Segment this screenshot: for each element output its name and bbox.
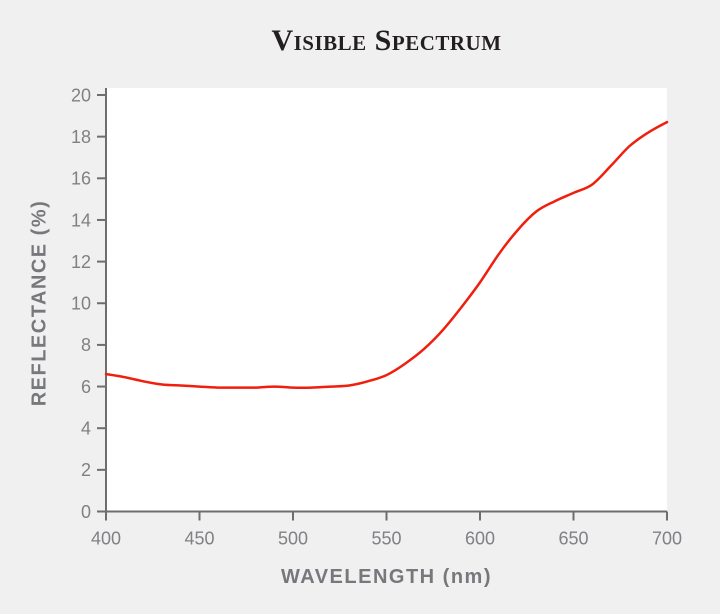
x-axis-title: WAVELENGTH (nm) bbox=[280, 566, 492, 588]
y-tick-label: 6 bbox=[81, 377, 91, 397]
y-tick-label: 20 bbox=[71, 85, 91, 105]
x-tick-label: 400 bbox=[91, 529, 121, 549]
y-tick-label: 16 bbox=[71, 169, 91, 189]
reflectance-curve bbox=[104, 120, 669, 389]
plot-area bbox=[106, 88, 667, 512]
y-axis-title: REFLECTANCE (%) bbox=[28, 199, 51, 407]
x-tick-label: 550 bbox=[371, 529, 401, 549]
y-tick-label: 8 bbox=[81, 335, 91, 355]
x-tick-label: 500 bbox=[278, 529, 308, 549]
x-tick-label: 450 bbox=[184, 529, 214, 549]
y-tick-label: 12 bbox=[71, 252, 91, 272]
x-tick-label: 600 bbox=[465, 529, 495, 549]
x-tick-label: 700 bbox=[652, 529, 682, 549]
y-tick-label: 18 bbox=[71, 127, 91, 147]
chart-title: Visible Spectrum bbox=[271, 24, 502, 57]
y-tick-label: 0 bbox=[81, 502, 91, 522]
x-tick-label: 650 bbox=[558, 529, 588, 549]
y-tick-label: 4 bbox=[81, 419, 91, 439]
y-tick-label: 14 bbox=[71, 210, 91, 230]
y-tick-label: 2 bbox=[81, 460, 91, 480]
y-tick-label: 10 bbox=[71, 294, 91, 314]
